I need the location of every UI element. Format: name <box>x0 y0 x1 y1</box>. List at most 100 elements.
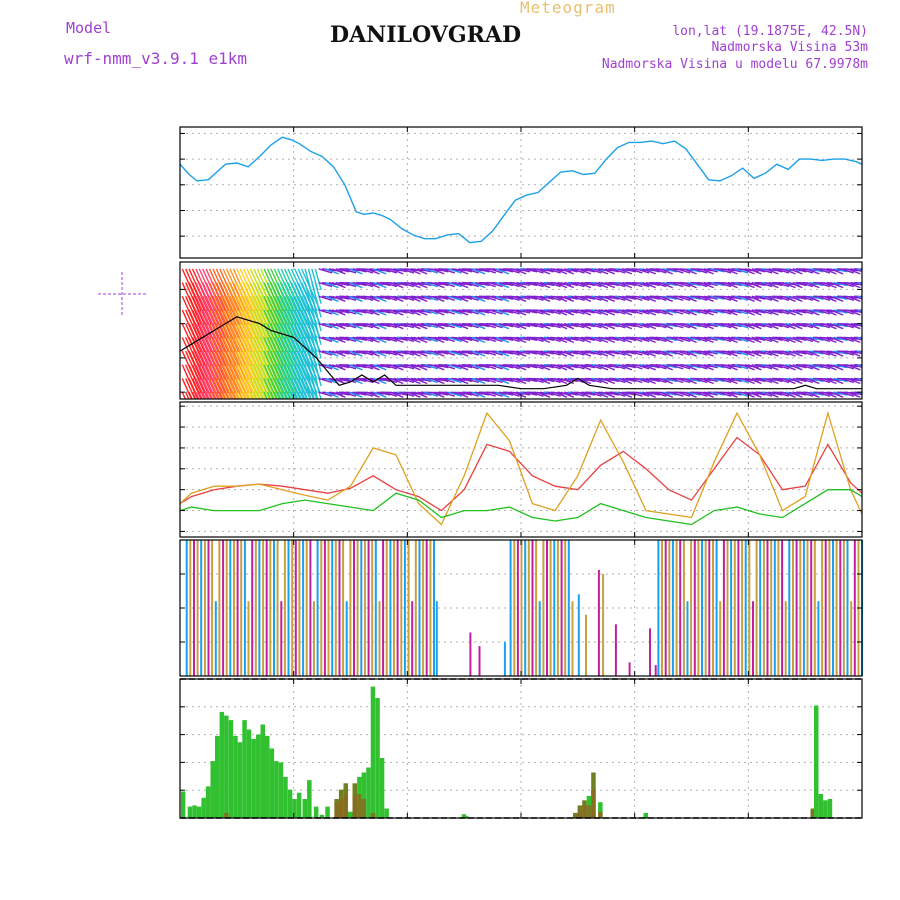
wind-barb <box>553 268 568 275</box>
wind-barb <box>372 336 387 344</box>
wind-barb <box>366 309 380 316</box>
wind-barb <box>536 391 551 398</box>
wind-barb <box>601 322 616 330</box>
wind-barb <box>601 309 616 316</box>
wind-barb <box>225 378 237 399</box>
wind-barb <box>618 336 633 344</box>
wind-barb <box>806 295 820 302</box>
wind-barb <box>727 336 742 341</box>
precip-bar <box>302 799 307 818</box>
wind-barb <box>448 377 462 384</box>
wind-barb <box>482 336 497 343</box>
cloud-bar <box>225 540 228 676</box>
cloud-bar <box>503 642 506 676</box>
wind-barb <box>724 350 738 357</box>
wind-barb <box>564 391 579 396</box>
wind-barb <box>366 336 380 344</box>
wind-barb <box>407 364 421 371</box>
wind-barb <box>734 377 749 384</box>
wind-barb <box>601 350 616 357</box>
wind-barb <box>523 295 538 300</box>
wind-barb <box>587 322 602 329</box>
wind-barb <box>792 309 807 314</box>
wind-barb <box>506 322 520 329</box>
wind-barb <box>669 350 684 356</box>
wind-barb <box>669 309 684 315</box>
precip-bar <box>384 808 389 818</box>
precip-bar <box>224 715 229 818</box>
wind-barb <box>751 377 766 383</box>
wind-barb <box>390 350 404 357</box>
wind-barb <box>816 350 831 356</box>
wind-barb <box>594 322 609 330</box>
precip-bar <box>269 748 275 818</box>
cloud-bar <box>200 540 203 676</box>
wind-barb <box>686 364 701 369</box>
wind-barb <box>318 391 333 397</box>
wind-barb <box>789 268 803 275</box>
wind-barb <box>458 391 473 396</box>
wind-barb <box>833 309 848 314</box>
wind-barb <box>741 322 755 330</box>
wind-barb <box>642 322 656 330</box>
wind-barb <box>366 281 380 289</box>
wind-barb <box>383 322 398 329</box>
wind-barb <box>413 295 428 302</box>
cloud-bar <box>240 540 243 676</box>
wind-barb <box>768 391 783 396</box>
precip-bar <box>379 758 385 818</box>
wind-barb <box>413 377 428 385</box>
wind-barb <box>570 364 585 370</box>
precip-conv-bar <box>586 805 592 818</box>
wind-barb <box>751 391 766 396</box>
wind-barb <box>676 309 691 315</box>
wind-barb <box>325 295 339 302</box>
wind-barb <box>342 350 357 356</box>
wind-barb <box>325 322 339 330</box>
wind-barb <box>635 309 650 315</box>
wind-barb <box>792 350 807 355</box>
wind-barb <box>792 295 807 300</box>
wind-barb <box>314 378 322 399</box>
wind-barb <box>506 281 520 288</box>
wind-barb <box>860 377 862 380</box>
wind-barb <box>622 322 637 328</box>
wind-barb <box>407 377 421 385</box>
cloud-bar <box>733 540 736 676</box>
wind-barb <box>553 295 568 302</box>
wind-barb <box>383 309 398 315</box>
wind-barb <box>434 309 449 314</box>
wind-barb <box>669 391 684 397</box>
wind-barb <box>553 309 568 316</box>
wind-barb <box>628 322 643 329</box>
wind-barb <box>570 295 585 301</box>
wind-barb <box>465 364 479 370</box>
wind-barb <box>860 309 862 311</box>
wind-barb <box>475 322 490 328</box>
wind-barb <box>335 322 350 328</box>
wind-barb <box>407 295 421 302</box>
wind-barb <box>318 322 333 329</box>
wind-barb <box>724 295 738 302</box>
wind-barb <box>618 350 633 357</box>
precip-bar <box>237 742 243 818</box>
wind-barb <box>662 268 677 273</box>
wind-barb <box>454 336 469 344</box>
wind-barb <box>424 377 439 384</box>
wind-barb <box>352 268 367 273</box>
cloud-bar <box>549 540 552 676</box>
precip-bar <box>296 792 302 818</box>
cloud-bar <box>853 540 856 676</box>
precip-bar <box>274 761 279 818</box>
wind-barb <box>710 377 725 383</box>
wind-barb <box>799 350 814 356</box>
wind-barb <box>829 281 844 289</box>
cloud-bar <box>418 540 421 676</box>
wind-barb <box>768 268 783 273</box>
wind-barb <box>359 350 374 356</box>
cloud-bar <box>258 540 261 676</box>
wind-barbs <box>181 268 862 399</box>
wind-barb <box>372 364 387 371</box>
cloud-bar <box>247 601 250 676</box>
wind-barb <box>495 391 510 398</box>
